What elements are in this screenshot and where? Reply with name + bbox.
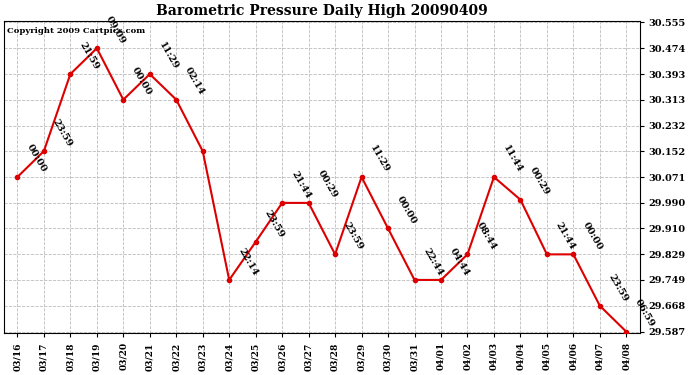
Text: 23:59: 23:59	[51, 117, 74, 148]
Text: 00:00: 00:00	[130, 66, 154, 97]
Text: 11:29: 11:29	[368, 144, 391, 174]
Text: 06:59: 06:59	[633, 298, 656, 329]
Text: 21:44: 21:44	[554, 221, 577, 252]
Text: 02:14: 02:14	[184, 66, 206, 97]
Text: 22:14: 22:14	[236, 246, 259, 277]
Text: 11:44: 11:44	[501, 144, 524, 174]
Text: 11:29: 11:29	[157, 40, 179, 71]
Text: 00:29: 00:29	[527, 166, 551, 197]
Text: 22:44: 22:44	[422, 246, 444, 277]
Text: 21:59: 21:59	[77, 40, 100, 71]
Text: 21:44: 21:44	[289, 170, 312, 200]
Text: 04:44: 04:44	[448, 246, 471, 277]
Title: Barometric Pressure Daily High 20090409: Barometric Pressure Daily High 20090409	[156, 4, 488, 18]
Text: 23:59: 23:59	[342, 220, 365, 252]
Text: 23:59: 23:59	[607, 272, 630, 303]
Text: 08:44: 08:44	[475, 220, 497, 252]
Text: 23:59: 23:59	[263, 208, 286, 239]
Text: 00:00: 00:00	[580, 220, 604, 252]
Text: 00:29: 00:29	[315, 169, 339, 200]
Text: 00:00: 00:00	[24, 143, 48, 174]
Text: 09:09: 09:09	[104, 14, 127, 45]
Text: Copyright 2009 Cartpics.com: Copyright 2009 Cartpics.com	[8, 27, 146, 35]
Text: 00:00: 00:00	[395, 194, 418, 226]
